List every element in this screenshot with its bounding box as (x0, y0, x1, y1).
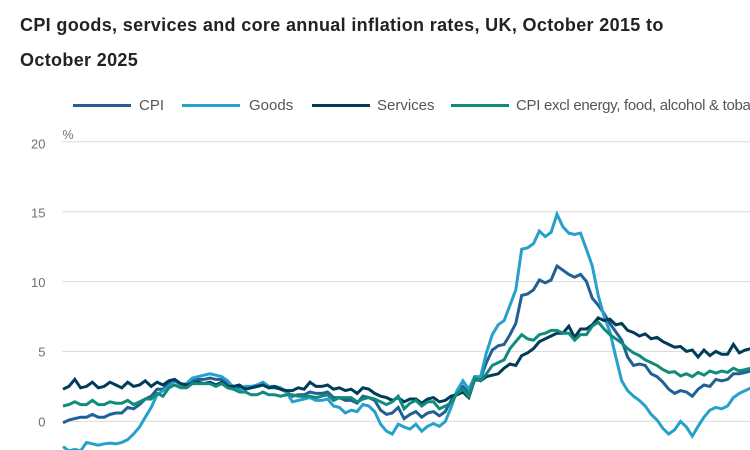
svg-text:10: 10 (31, 275, 45, 290)
svg-text:%: % (63, 128, 74, 142)
svg-text:20: 20 (31, 137, 45, 152)
svg-text:5: 5 (38, 344, 45, 359)
svg-text:0: 0 (38, 414, 45, 429)
svg-text:15: 15 (31, 206, 45, 221)
